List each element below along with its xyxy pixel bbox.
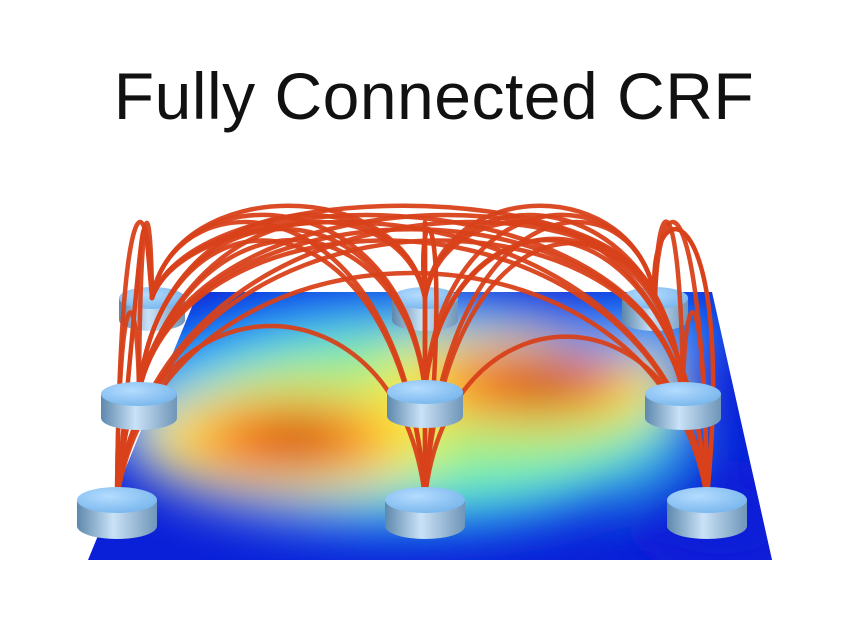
crf-node [77, 487, 157, 539]
crf-node-top [77, 487, 157, 513]
crf-node [101, 382, 177, 430]
crf-edge [652, 226, 716, 501]
crf-node [387, 380, 463, 428]
crf-node [645, 382, 721, 430]
crf-node [385, 487, 465, 539]
crf-node-top [101, 382, 177, 406]
crf-node-top [387, 380, 463, 404]
crf-node [667, 487, 747, 539]
crf-node-top [645, 382, 721, 406]
diagram-title: Fully Connected CRF [113, 59, 755, 133]
nodes-front-rows [77, 380, 747, 539]
crf-node-top [667, 487, 747, 513]
crf-edge [422, 241, 686, 501]
crf-node-top [385, 487, 465, 513]
crf-edge [114, 237, 428, 501]
